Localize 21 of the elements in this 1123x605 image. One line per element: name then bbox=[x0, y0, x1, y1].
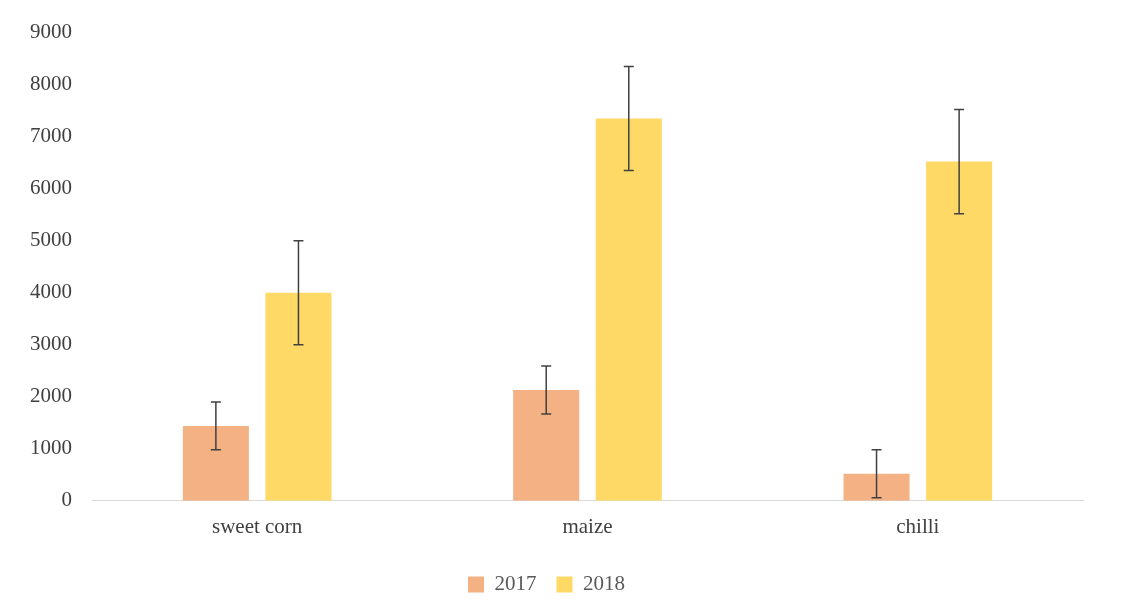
y-tick-label: 0 bbox=[61, 487, 72, 512]
y-tick-label: 3000 bbox=[30, 331, 72, 356]
x-tick-label: maize bbox=[562, 513, 613, 538]
bar bbox=[265, 292, 332, 501]
legend-label: 2017 bbox=[494, 571, 537, 596]
bar bbox=[843, 473, 910, 501]
y-tick-label: 2000 bbox=[30, 383, 72, 408]
bar bbox=[513, 389, 580, 501]
legend-label: 2018 bbox=[583, 571, 625, 596]
y-tick-label: 9000 bbox=[30, 19, 72, 44]
y-tick-label: 8000 bbox=[30, 71, 72, 96]
y-tick-label: 1000 bbox=[30, 435, 72, 460]
y-tick-label: 5000 bbox=[30, 227, 72, 252]
y-tick-label: 4000 bbox=[30, 279, 72, 304]
x-tick-label: chilli bbox=[896, 513, 940, 538]
bar bbox=[182, 425, 249, 501]
y-tick-label: 7000 bbox=[30, 123, 72, 148]
x-tick-label: sweet corn bbox=[211, 513, 303, 538]
y-tick-label: 6000 bbox=[30, 175, 72, 200]
bar bbox=[926, 161, 993, 501]
bar bbox=[595, 118, 662, 501]
